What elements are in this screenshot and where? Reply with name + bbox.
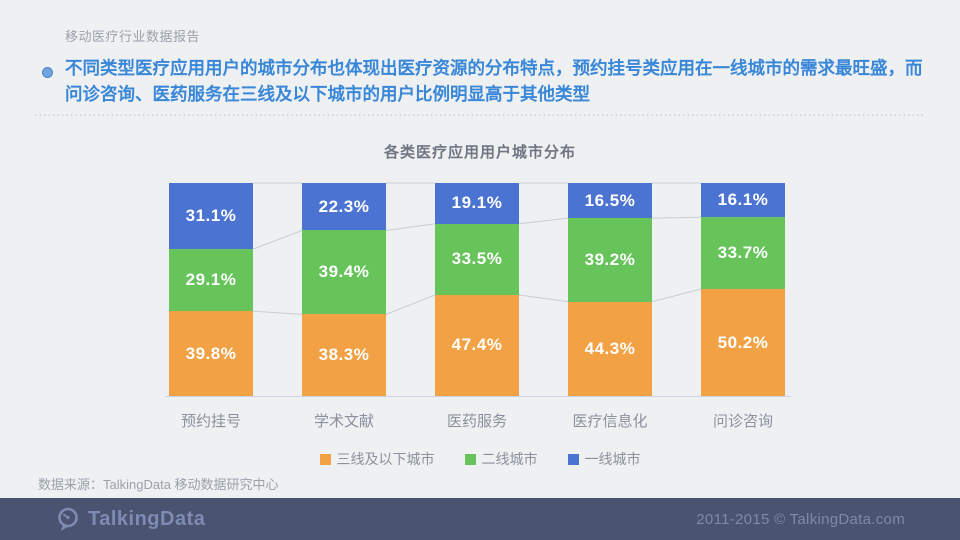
segment-value-label: 33.7% [717, 243, 769, 263]
connector-line [651, 288, 702, 303]
connector-line [252, 310, 303, 315]
segment-value-label: 50.2% [717, 332, 769, 352]
segment-三线及以下城市: 44.3% [568, 301, 652, 396]
segment-三线及以下城市: 50.2% [701, 289, 785, 396]
segment-一线城市: 22.3% [302, 183, 386, 231]
segment-二线城市: 33.7% [701, 217, 785, 290]
legend-swatch-icon [567, 453, 579, 465]
segment-二线城市: 39.4% [302, 230, 386, 315]
segment-三线及以下城市: 47.4% [435, 295, 519, 396]
segment-value-label: 22.3% [318, 196, 370, 216]
chart-title: 各类医疗应用用户城市分布 [383, 144, 576, 161]
x-axis-label: 医疗信息化 [572, 413, 648, 430]
series-connector-lines [252, 182, 702, 315]
connector-line [651, 216, 702, 219]
legend-label: 一线城市 [584, 451, 641, 467]
data-source-note: 数据来源：TalkingData 移动数据研究中心 [38, 477, 279, 492]
legend-swatch-icon [319, 453, 331, 465]
segment-三线及以下城市: 38.3% [302, 314, 386, 396]
segment-value-label: 29.1% [185, 270, 237, 290]
legend-item-三线及以下城市: 三线及以下城市 [319, 449, 435, 469]
bar-医药服务: 19.1% 33.5% 47.4% [435, 183, 519, 396]
legend-label: 三线及以下城市 [336, 451, 435, 467]
legend-swatch-icon [464, 453, 476, 465]
headline-text: 不同类型医疗应用用户的城市分布也体现出医疗资源的分布特点，预约挂号类应用在一线城… [65, 58, 923, 104]
segment-一线城市: 16.1% [701, 183, 785, 218]
segment-二线城市: 29.1% [169, 249, 253, 312]
stacked-bar-chart: 31.1% 29.1% 39.8% 22.3% 39.4% 38.3% 19.1% 33.5%… [165, 182, 791, 397]
report-kicker: 移动医疗行业数据报告 [65, 29, 201, 44]
segment-value-label: 44.3% [584, 338, 636, 358]
dotted-separator [35, 114, 925, 116]
talkingdata-logo: TalkingData [55, 506, 205, 532]
segment-value-label: 39.4% [318, 262, 370, 282]
segment-value-label: 39.2% [584, 249, 636, 269]
segment-value-label: 47.4% [451, 335, 503, 355]
segment-一线城市: 19.1% [435, 183, 519, 224]
connector-line [518, 217, 569, 225]
footer-bar: TalkingData 2011-2015 © TalkingData.com [0, 498, 960, 540]
x-axis-label: 问诊咨询 [712, 413, 774, 430]
bar-预约挂号: 31.1% 29.1% 39.8% [169, 183, 253, 396]
segment-value-label: 19.1% [451, 193, 503, 213]
chart-legend: 三线及以下城市 二线城市 一线城市 [0, 449, 960, 469]
bar-学术文献: 22.3% 39.4% 38.3% [302, 183, 386, 396]
connector-line [252, 230, 303, 250]
segment-一线城市: 31.1% [169, 183, 253, 250]
segment-value-label: 31.1% [185, 206, 237, 226]
connector-line [518, 294, 569, 303]
segment-三线及以下城市: 39.8% [169, 311, 253, 396]
bar-问诊咨询: 16.1% 33.7% 50.2% [701, 183, 785, 396]
connector-line [385, 294, 436, 315]
talkingdata-logo-text: TalkingData [88, 507, 206, 530]
segment-value-label: 16.1% [717, 190, 769, 210]
legend-item-二线城市: 二线城市 [464, 449, 538, 469]
segment-二线城市: 33.5% [435, 223, 519, 296]
legend-item-一线城市: 一线城市 [567, 449, 641, 469]
segment-一线城市: 16.5% [568, 183, 652, 219]
x-axis-line [165, 396, 791, 397]
x-axis-label: 医药服务 [446, 413, 508, 430]
segment-value-label: 33.5% [451, 249, 503, 269]
x-axis-label: 学术文献 [313, 413, 375, 430]
legend-label: 二线城市 [481, 451, 538, 467]
x-axis-label: 预约挂号 [180, 413, 242, 430]
connector-line [385, 223, 436, 231]
bullet-icon [42, 67, 53, 78]
segment-value-label: 16.5% [584, 190, 636, 210]
segment-二线城市: 39.2% [568, 218, 652, 302]
talkingdata-logo-icon [58, 507, 78, 531]
segment-value-label: 39.8% [185, 343, 237, 363]
footer-copyright: 2011-2015 © TalkingData.com [696, 510, 905, 528]
segment-value-label: 38.3% [318, 345, 370, 365]
bar-医疗信息化: 16.5% 39.2% 44.3% [568, 183, 652, 396]
x-axis-labels: 预约挂号 学术文献 医药服务 医疗信息化 问诊咨询 [169, 410, 785, 430]
